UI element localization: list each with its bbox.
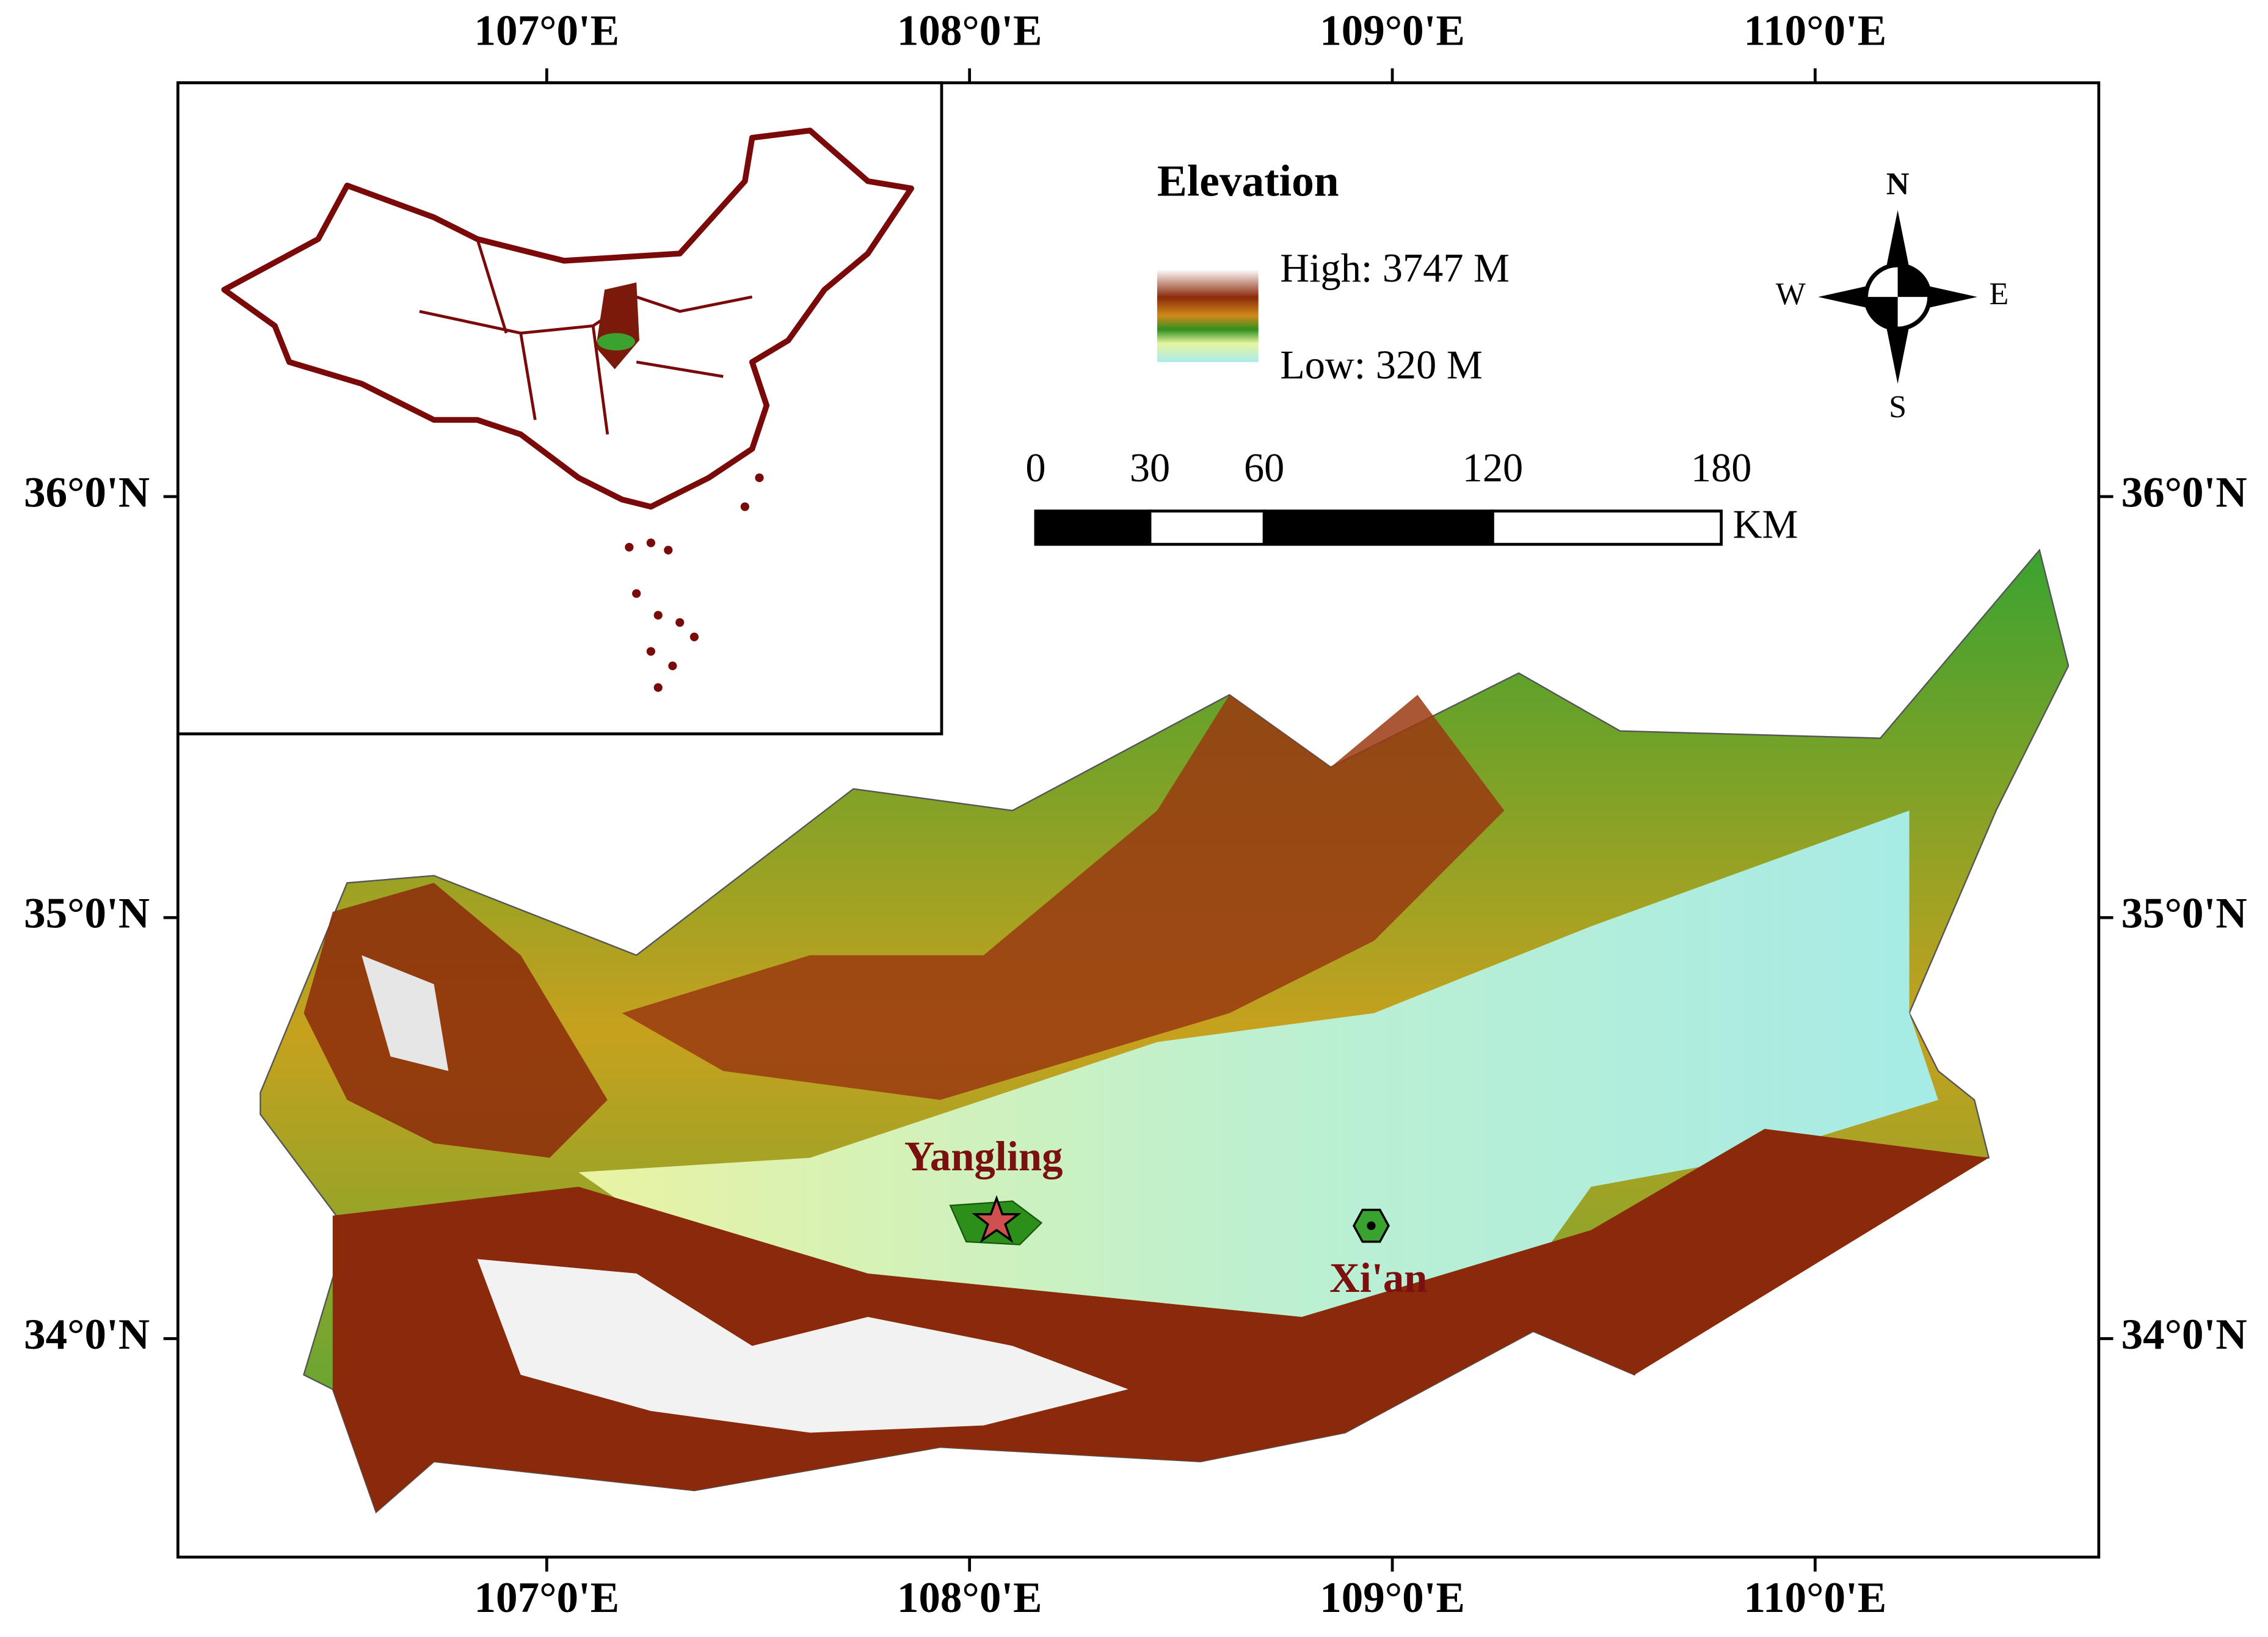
scale-segment bbox=[1034, 509, 1152, 546]
lat-label: 36°0'N bbox=[24, 468, 150, 516]
terrain bbox=[260, 549, 2070, 1514]
compass-south: S bbox=[1889, 390, 1906, 425]
snow-peaks bbox=[362, 955, 449, 1071]
compass-east: E bbox=[1990, 277, 2009, 312]
islands bbox=[625, 473, 764, 692]
scale-label: 0 bbox=[1025, 446, 1045, 490]
lon-label: 107°0'E bbox=[474, 7, 620, 55]
china-outline bbox=[221, 127, 914, 510]
lon-label: 110°0'E bbox=[1744, 1574, 1887, 1622]
plain bbox=[578, 810, 1938, 1332]
west-mountains bbox=[303, 883, 608, 1158]
study-area bbox=[597, 333, 635, 351]
scale-label: 180 bbox=[1691, 446, 1751, 490]
xian-dot bbox=[1367, 1221, 1376, 1230]
lon-label: 110°0'E bbox=[1744, 7, 1887, 55]
inset-map bbox=[176, 81, 943, 735]
legend-ramp bbox=[1157, 269, 1259, 362]
scale-label: 60 bbox=[1244, 446, 1284, 490]
lat-label: 35°0'N bbox=[24, 890, 150, 938]
scale-segment bbox=[1491, 509, 1723, 546]
lat-label: 34°0'N bbox=[2121, 1311, 2247, 1358]
graticule: 107°0'E 107°0'E 108°0'E 108°0'E 109°0'E 109°0… bbox=[24, 7, 2247, 1622]
lon-label: 108°0'E bbox=[897, 7, 1042, 55]
lon-label: 109°0'E bbox=[1320, 1574, 1465, 1622]
north-mountains bbox=[622, 695, 1505, 1100]
lon-label: 108°0'E bbox=[897, 1574, 1042, 1622]
compass-north: N bbox=[1886, 167, 1910, 202]
lon-label: 109°0'E bbox=[1320, 7, 1465, 55]
scale-segment bbox=[1262, 509, 1494, 546]
place-label: Xi'an bbox=[1329, 1255, 1427, 1301]
scale-bar: 0 30 60 120 180 KM bbox=[1025, 446, 1798, 547]
lon-label: 107°0'E bbox=[474, 1574, 620, 1622]
lat-label: 35°0'N bbox=[2121, 890, 2247, 938]
lat-label: 34°0'N bbox=[24, 1311, 150, 1358]
scale-label: 30 bbox=[1130, 446, 1170, 490]
legend-title: Elevation bbox=[1157, 156, 1339, 206]
legend-low: Low: 320 M bbox=[1280, 343, 1483, 388]
inset-frame bbox=[176, 81, 943, 735]
lat-label: 36°0'N bbox=[2121, 468, 2247, 516]
scale-segment bbox=[1148, 509, 1266, 546]
scale-label: 120 bbox=[1463, 446, 1523, 490]
legend: Elevation High: 3747 M Low: 320 M bbox=[1157, 156, 1510, 388]
snow-peaks bbox=[477, 1259, 1129, 1433]
legend-high: High: 3747 M bbox=[1280, 246, 1510, 291]
north-arrow: N S E W bbox=[1776, 167, 2009, 425]
scale-unit: KM bbox=[1733, 502, 1798, 547]
places: Yangling Xi'an bbox=[904, 1133, 1428, 1301]
yangling-marker bbox=[972, 1195, 1022, 1244]
compass-west: W bbox=[1776, 277, 1806, 312]
place-label: Yangling bbox=[904, 1133, 1063, 1179]
